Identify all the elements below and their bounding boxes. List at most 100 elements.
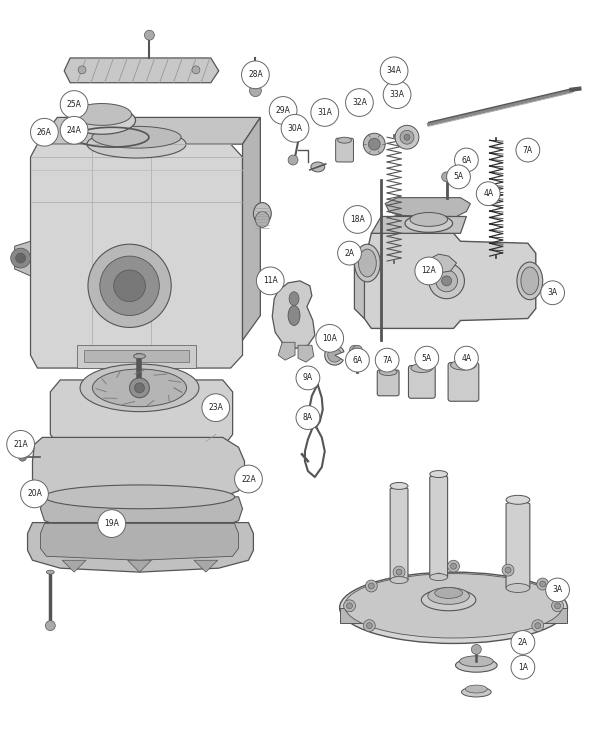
Text: 4A: 4A: [483, 189, 493, 198]
Circle shape: [269, 96, 297, 124]
Ellipse shape: [428, 587, 469, 604]
Ellipse shape: [340, 572, 568, 643]
Text: 2A: 2A: [518, 638, 528, 647]
Circle shape: [45, 621, 56, 630]
Circle shape: [537, 578, 549, 590]
Ellipse shape: [87, 130, 186, 158]
Polygon shape: [272, 281, 315, 348]
Text: 20A: 20A: [27, 489, 42, 498]
Ellipse shape: [92, 126, 181, 148]
Circle shape: [383, 81, 411, 108]
Text: 29A: 29A: [276, 106, 291, 115]
Polygon shape: [77, 345, 196, 368]
Circle shape: [447, 165, 470, 189]
FancyBboxPatch shape: [408, 365, 435, 398]
Text: 28A: 28A: [248, 70, 263, 79]
Circle shape: [393, 566, 405, 578]
Text: 26A: 26A: [37, 128, 52, 137]
Circle shape: [316, 324, 344, 352]
Circle shape: [11, 248, 30, 268]
Ellipse shape: [355, 244, 380, 282]
Polygon shape: [430, 473, 448, 577]
Ellipse shape: [256, 211, 269, 227]
Polygon shape: [242, 117, 260, 341]
Text: 33A: 33A: [390, 90, 405, 99]
Circle shape: [344, 205, 371, 233]
Ellipse shape: [80, 364, 199, 412]
Text: 3A: 3A: [552, 586, 562, 595]
Wedge shape: [325, 345, 344, 365]
Text: 6A: 6A: [352, 356, 362, 365]
Polygon shape: [62, 560, 86, 572]
Circle shape: [78, 66, 86, 74]
Circle shape: [367, 623, 373, 629]
Polygon shape: [364, 233, 536, 329]
Text: 11A: 11A: [263, 276, 278, 285]
Polygon shape: [64, 58, 219, 83]
Circle shape: [505, 567, 511, 573]
Ellipse shape: [288, 306, 300, 326]
Circle shape: [400, 130, 414, 144]
Polygon shape: [84, 350, 189, 362]
Circle shape: [552, 600, 564, 612]
Ellipse shape: [451, 360, 476, 370]
Circle shape: [60, 90, 88, 118]
Circle shape: [100, 256, 159, 315]
Text: 22A: 22A: [241, 474, 256, 483]
Circle shape: [415, 347, 439, 370]
Text: 24A: 24A: [67, 125, 82, 134]
Circle shape: [511, 630, 535, 654]
Ellipse shape: [517, 262, 543, 300]
Ellipse shape: [435, 587, 463, 598]
Circle shape: [442, 172, 451, 182]
Circle shape: [454, 148, 478, 172]
Circle shape: [346, 89, 373, 117]
Polygon shape: [385, 198, 470, 217]
Ellipse shape: [289, 292, 299, 306]
Polygon shape: [194, 560, 218, 572]
Polygon shape: [128, 560, 152, 572]
Text: 8A: 8A: [303, 413, 313, 422]
Circle shape: [364, 620, 376, 631]
Ellipse shape: [358, 249, 376, 277]
Circle shape: [395, 125, 419, 149]
Circle shape: [404, 134, 410, 140]
Ellipse shape: [411, 364, 433, 373]
Circle shape: [30, 118, 59, 146]
Polygon shape: [30, 144, 242, 368]
Circle shape: [311, 99, 338, 126]
Polygon shape: [427, 254, 457, 273]
Ellipse shape: [93, 369, 186, 406]
Circle shape: [7, 430, 35, 458]
Circle shape: [60, 117, 88, 144]
Text: 23A: 23A: [208, 403, 223, 412]
Text: 21A: 21A: [13, 440, 28, 449]
Ellipse shape: [344, 574, 562, 638]
Circle shape: [114, 270, 146, 302]
Circle shape: [256, 267, 284, 295]
Text: 31A: 31A: [318, 108, 332, 117]
Circle shape: [472, 645, 481, 654]
Polygon shape: [50, 380, 233, 447]
Polygon shape: [340, 608, 568, 623]
Ellipse shape: [461, 687, 491, 697]
Circle shape: [364, 133, 385, 155]
FancyBboxPatch shape: [336, 138, 353, 162]
Circle shape: [338, 241, 361, 265]
Circle shape: [396, 569, 402, 575]
Circle shape: [296, 406, 320, 430]
Polygon shape: [506, 499, 530, 588]
Circle shape: [202, 394, 230, 421]
Circle shape: [21, 480, 48, 508]
Text: 12A: 12A: [421, 267, 436, 276]
Text: 3A: 3A: [547, 288, 558, 297]
Ellipse shape: [430, 471, 448, 477]
Text: 2A: 2A: [344, 249, 355, 258]
Polygon shape: [27, 523, 253, 572]
Circle shape: [288, 155, 298, 165]
Text: 5A: 5A: [454, 173, 463, 182]
Ellipse shape: [134, 353, 146, 359]
Ellipse shape: [253, 202, 271, 224]
Circle shape: [134, 383, 144, 393]
Circle shape: [192, 66, 200, 74]
